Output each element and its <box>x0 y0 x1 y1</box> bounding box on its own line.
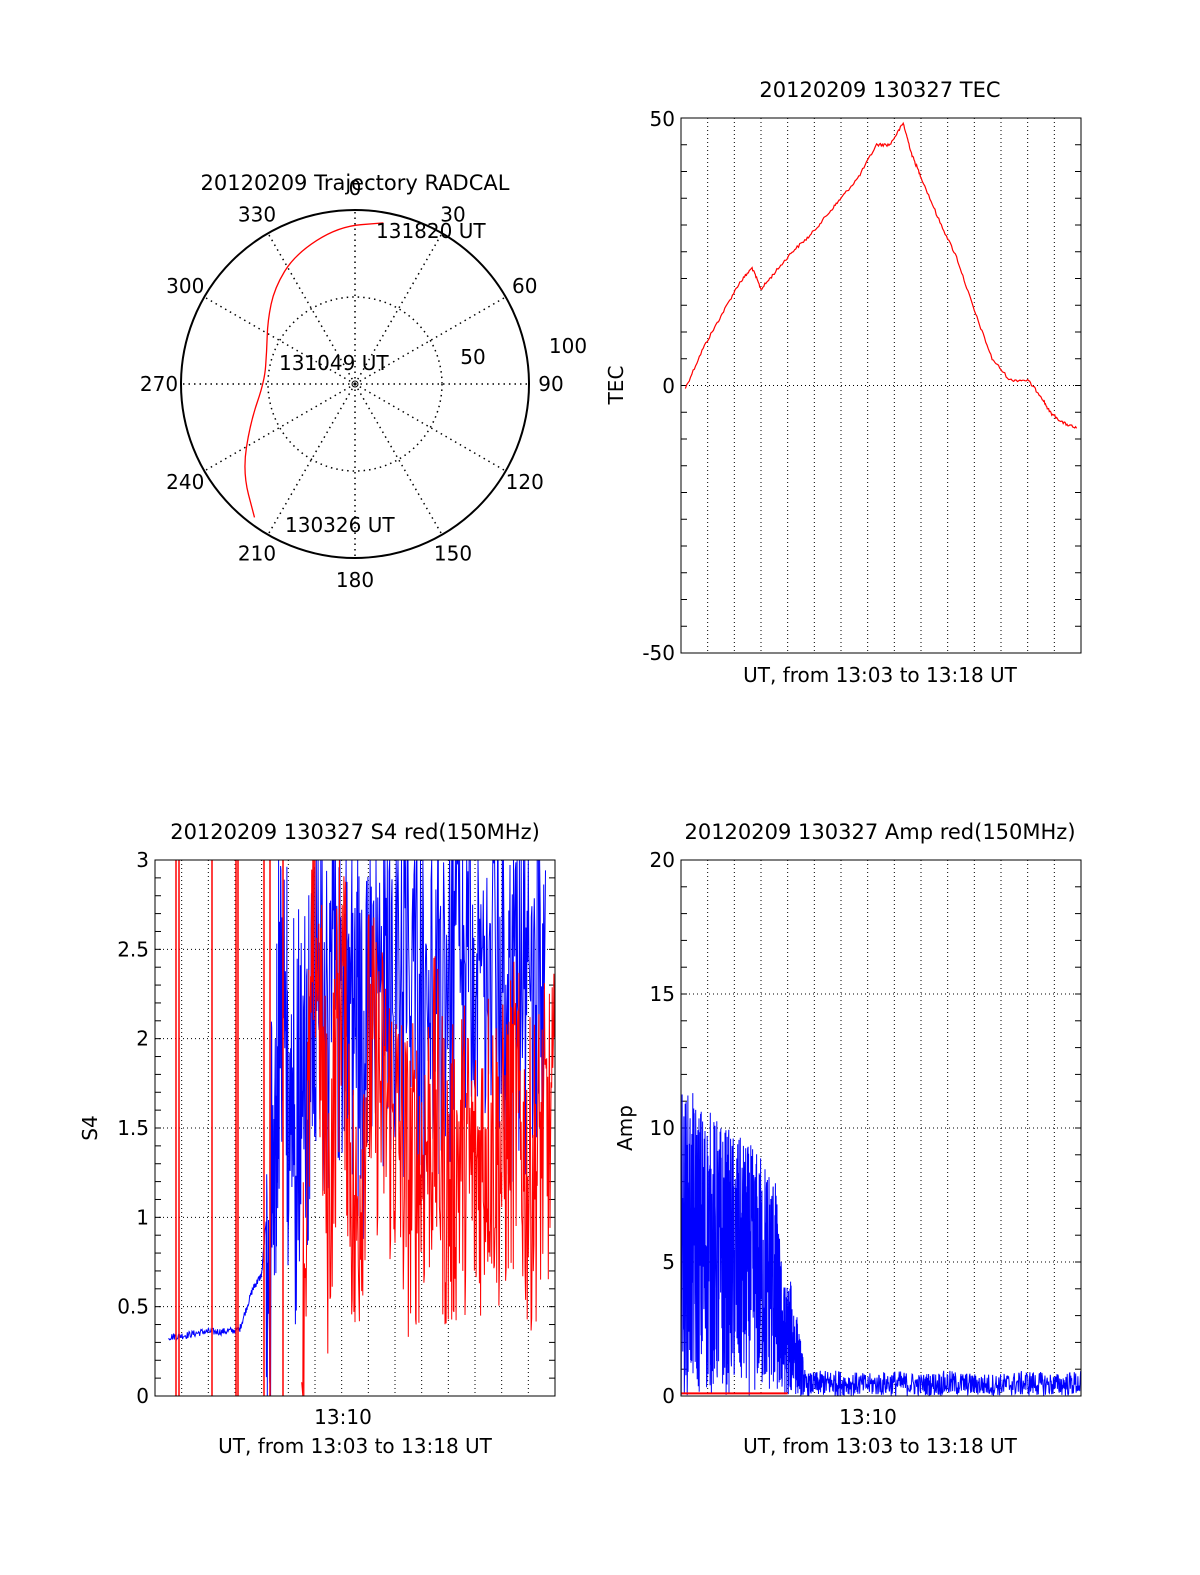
polar-radial-label-50: 50 <box>460 345 485 369</box>
polar-spoke <box>267 232 356 385</box>
polar-center-dot <box>351 380 359 388</box>
s4-ytick-label: 0 <box>136 1384 149 1408</box>
polar-annotation-mid: 131049 UT <box>279 351 389 375</box>
s4-red-line <box>301 859 555 1397</box>
polar-azimuth-label: 180 <box>336 568 374 592</box>
s4-ytick-labels: 0 0.5 1 1.5 2 2.5 3 <box>117 848 149 1408</box>
trajectory-polar-panel: 20120209 Trajectory RADCAL 0 30 60 90 120 150… <box>140 171 587 592</box>
polar-spoke <box>354 383 507 472</box>
s4-xtick: 13:10 <box>314 1405 372 1429</box>
polar-spoke <box>354 296 507 385</box>
polar-azimuth-label: 330 <box>238 202 276 226</box>
polar-azimuth-label: 150 <box>434 542 472 566</box>
polar-outer-circle <box>180 209 530 559</box>
polar-title: 20120209 Trajectory RADCAL <box>201 171 510 195</box>
tec-line <box>684 121 1078 429</box>
polar-spoke <box>354 383 443 536</box>
s4-minor-ticks <box>155 877 555 1379</box>
s4-ytick-label: 3 <box>136 848 149 872</box>
s4-ytick-label: 0.5 <box>117 1295 149 1319</box>
s4-ytick-label: 1.5 <box>117 1116 149 1140</box>
polar-spoke <box>203 296 356 385</box>
tec-ytick-bottom: -50 <box>642 641 675 665</box>
polar-azimuth-label: 0 <box>349 176 362 200</box>
polar-spoke <box>267 383 356 536</box>
polar-radial-label-100: 100 <box>549 334 587 358</box>
polar-azimuth-label: 300 <box>166 274 204 298</box>
polar-azimuth-label: 60 <box>512 274 537 298</box>
amp-ylabel: Amp <box>613 1105 637 1151</box>
s4-panel: 20120209 130327 S4 red(150MHz) 0 0.5 1 1.5 2… <box>78 820 556 1458</box>
tec-plot-frame <box>680 117 1082 654</box>
s4-ytick-label: 1 <box>136 1205 149 1229</box>
tec-series <box>684 121 1078 429</box>
tec-ytick-mid: 0 <box>662 374 675 398</box>
tec-ytick-top: 50 <box>650 107 675 131</box>
s4-series <box>168 859 555 1397</box>
s4-ylabel: S4 <box>78 1115 102 1140</box>
amp-ytick-labels: 0 5 10 15 20 <box>650 848 675 1408</box>
polar-azimuth-labels: 0 30 60 90 120 150 180 210 240 270 300 330 <box>140 176 564 592</box>
tec-ylabel: TEC <box>604 366 628 406</box>
tec-xlabel: UT, from 13:03 to 13:18 UT <box>743 663 1018 687</box>
amp-ytick-label: 15 <box>650 982 675 1006</box>
polar-grid <box>180 209 530 559</box>
s4-ytick-label: 2 <box>136 1027 149 1051</box>
amp-ytick-label: 5 <box>662 1250 675 1274</box>
tec-title: 20120209 130327 TEC <box>759 78 1000 102</box>
amp-grid <box>681 859 1081 1397</box>
s4-xlabel: UT, from 13:03 to 13:18 UT <box>218 1434 493 1458</box>
amp-ytick-label: 10 <box>650 1116 675 1140</box>
amp-xtick: 13:10 <box>839 1405 897 1429</box>
polar-annotation-end: 131820 UT <box>376 219 486 243</box>
polar-azimuth-label: 90 <box>538 372 563 396</box>
amp-plot-frame <box>680 859 1082 1397</box>
polar-azimuth-label: 30 <box>440 202 465 226</box>
s4-title: 20120209 130327 S4 red(150MHz) <box>170 820 540 844</box>
s4-plot-frame <box>154 859 556 1397</box>
amp-blue-line <box>680 1093 1082 1397</box>
amp-series <box>680 1093 1082 1397</box>
polar-azimuth-label: 120 <box>506 470 544 494</box>
amp-panel: 20120209 130327 Amp red(150MHz) 0 5 10 15 20… <box>613 820 1082 1458</box>
polar-annotation-start: 130326 UT <box>285 513 395 537</box>
polar-spoke <box>203 383 356 472</box>
polar-spoke <box>354 232 443 385</box>
amp-xlabel: UT, from 13:03 to 13:18 UT <box>743 1434 1018 1458</box>
amp-ytick-label: 20 <box>650 848 675 872</box>
s4-ytick-label: 2.5 <box>117 937 149 961</box>
amp-title: 20120209 130327 Amp red(150MHz) <box>684 820 1075 844</box>
polar-azimuth-label: 210 <box>238 542 276 566</box>
amp-ytick-label: 0 <box>662 1384 675 1408</box>
polar-azimuth-label: 240 <box>166 470 204 494</box>
amp-minor-ticks <box>681 886 1081 1370</box>
polar-azimuth-label: 270 <box>140 372 178 396</box>
polar-trajectory-line <box>244 222 384 518</box>
polar-circle-50 <box>267 296 443 472</box>
tec-panel: 20120209 130327 TEC 50 0 -50 TEC UT, fro… <box>604 78 1082 687</box>
